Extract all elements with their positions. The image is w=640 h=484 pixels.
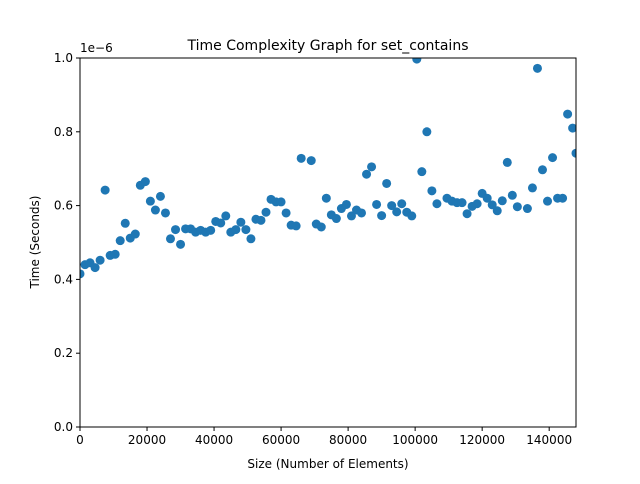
- data-point: [543, 196, 553, 206]
- data-point: [321, 193, 331, 203]
- data-point: [462, 209, 472, 219]
- x-tick-label: 80000: [329, 433, 367, 447]
- data-point: [145, 196, 155, 206]
- x-axis: 0 20000 40000 60000 80000 100000 120000 140000: [76, 427, 572, 447]
- data-point: [95, 255, 105, 265]
- y-tick-label: 0.0: [54, 420, 73, 434]
- data-point: [571, 148, 576, 158]
- data-point: [221, 211, 231, 221]
- data-point: [387, 201, 397, 211]
- chart-title: Time Complexity Graph for set_contains: [187, 38, 469, 54]
- data-point: [291, 221, 301, 231]
- data-point: [216, 218, 226, 228]
- data-point: [231, 225, 241, 235]
- data-point: [507, 190, 517, 200]
- x-tick-label: 120000: [459, 433, 505, 447]
- data-point: [140, 177, 150, 187]
- data-point: [412, 58, 422, 64]
- data-point: [206, 225, 216, 235]
- data-point: [457, 198, 467, 208]
- data-point: [346, 211, 356, 221]
- x-tick-label: 60000: [262, 433, 300, 447]
- data-point: [246, 234, 256, 244]
- data-point: [276, 197, 286, 207]
- data-point: [532, 63, 542, 73]
- data-point: [382, 178, 392, 188]
- data-point: [176, 239, 186, 249]
- data-point: [341, 199, 351, 209]
- data-point: [296, 153, 306, 163]
- data-point: [150, 205, 160, 215]
- x-tick-label: 100000: [392, 433, 438, 447]
- data-point: [512, 202, 522, 212]
- x-tick-label: 20000: [128, 433, 166, 447]
- data-point: [331, 214, 341, 224]
- data-point: [522, 204, 532, 214]
- x-axis-label: Size (Number of Elements): [247, 457, 408, 471]
- data-point: [100, 185, 110, 195]
- y-offset-label: 1e−6: [80, 41, 113, 55]
- data-point: [563, 109, 573, 119]
- data-point: [236, 217, 246, 227]
- data-point: [362, 169, 372, 179]
- data-point: [392, 207, 402, 217]
- data-point: [417, 167, 427, 177]
- data-point: [497, 196, 507, 206]
- data-points: [80, 58, 576, 279]
- y-tick-label: 0.2: [54, 346, 73, 360]
- x-tick-label: 40000: [195, 433, 233, 447]
- data-point: [472, 199, 482, 209]
- y-tick-label: 1.0: [54, 51, 73, 65]
- data-point: [487, 200, 497, 210]
- data-point: [130, 229, 140, 239]
- data-point: [568, 123, 576, 133]
- data-point: [171, 225, 181, 235]
- x-tick-label: 0: [76, 433, 84, 447]
- data-point: [548, 153, 558, 163]
- data-point: [407, 211, 417, 221]
- data-point: [115, 236, 125, 246]
- plot-frame: [79, 57, 577, 428]
- data-point: [80, 269, 85, 279]
- data-point: [432, 199, 442, 209]
- data-point: [120, 218, 130, 228]
- data-point: [422, 127, 432, 137]
- y-axis-label: Time (Seconds): [28, 196, 42, 290]
- data-point: [160, 208, 170, 218]
- data-point: [558, 193, 568, 203]
- data-point: [482, 193, 492, 203]
- data-point: [397, 199, 407, 209]
- data-point: [372, 199, 382, 209]
- data-point: [377, 211, 387, 221]
- data-point: [256, 215, 266, 225]
- data-point: [492, 206, 502, 216]
- y-tick-label: 0.8: [54, 125, 73, 139]
- data-point: [316, 222, 326, 232]
- data-point: [306, 156, 316, 166]
- data-point: [110, 249, 120, 259]
- y-axis: 0.0 0.2 0.4 0.6 0.8 1.0: [54, 51, 80, 434]
- data-point: [367, 162, 377, 172]
- data-point: [502, 157, 512, 167]
- data-point: [357, 208, 367, 218]
- data-point: [537, 165, 547, 175]
- data-point: [155, 191, 165, 201]
- data-point: [165, 234, 175, 244]
- data-point: [241, 225, 251, 235]
- y-tick-label: 0.4: [54, 272, 73, 286]
- y-tick-label: 0.6: [54, 199, 73, 213]
- data-point: [261, 207, 271, 217]
- data-point: [527, 183, 537, 193]
- data-point: [427, 186, 437, 196]
- data-point: [90, 263, 100, 273]
- data-point: [281, 208, 291, 218]
- x-tick-label: 140000: [526, 433, 572, 447]
